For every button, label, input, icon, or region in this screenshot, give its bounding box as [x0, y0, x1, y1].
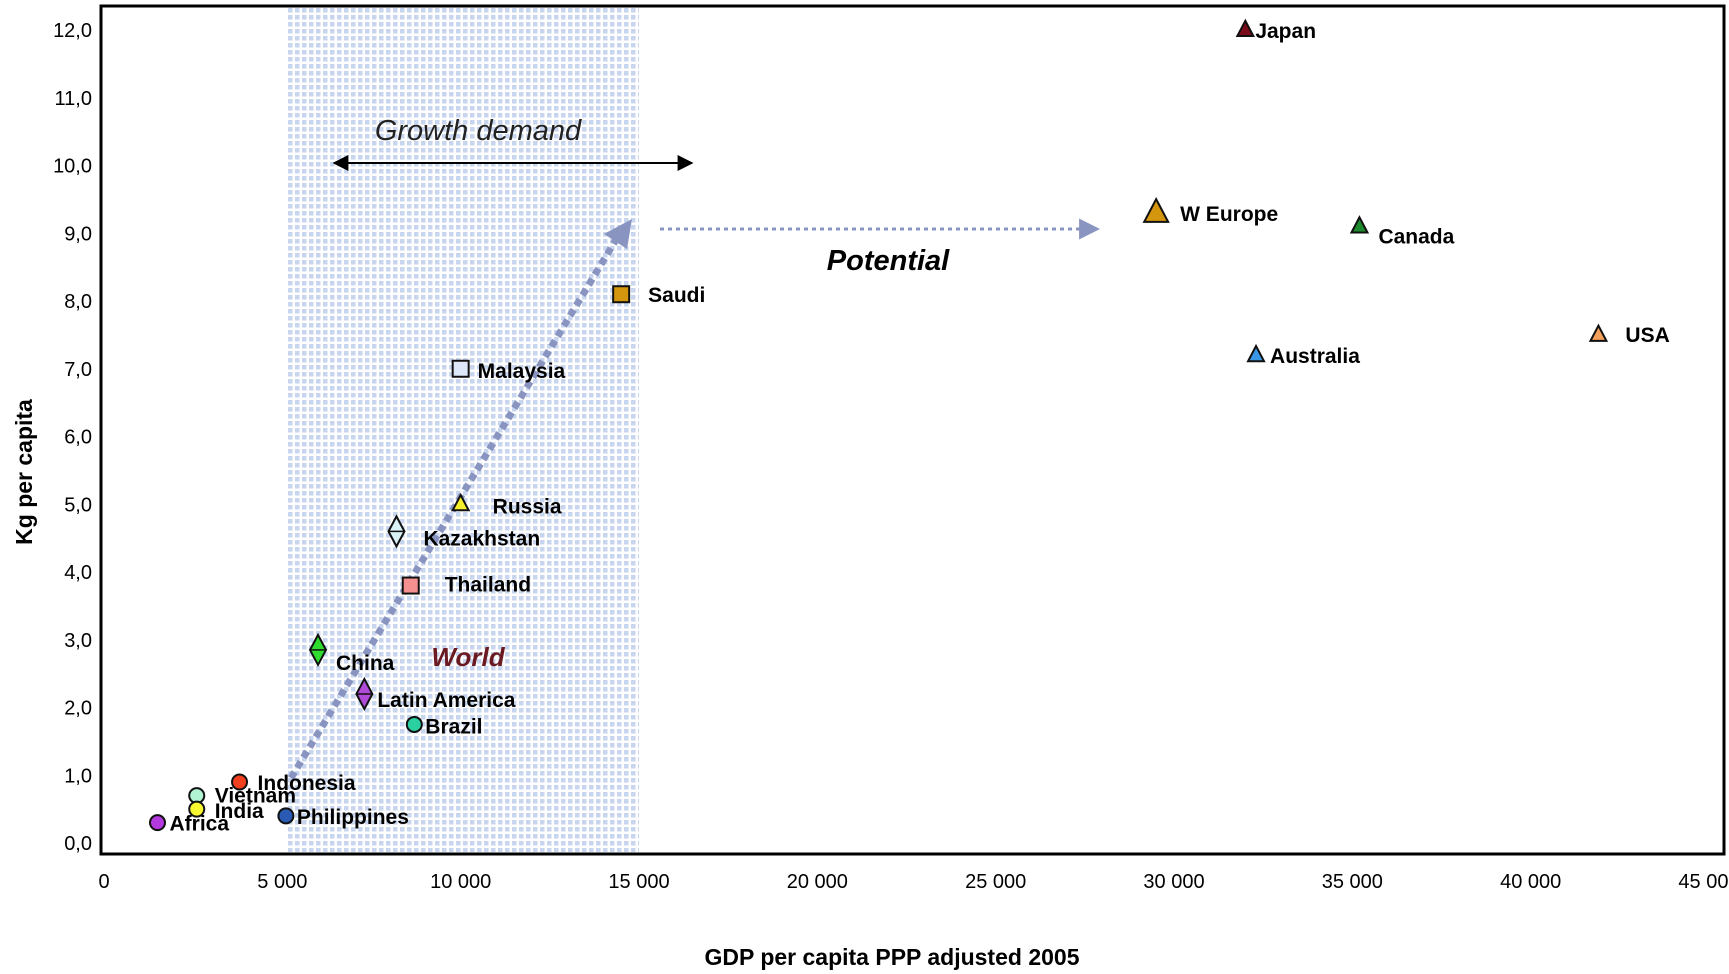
point-label-saudi: Saudi — [648, 284, 705, 307]
y-tick-label: 3,0 — [64, 630, 92, 652]
x-tick-label: 40 000 — [1500, 871, 1561, 893]
x-tick-label: 45 000 — [1678, 871, 1729, 893]
x-tick-label: 20 000 — [787, 871, 848, 893]
point-label-canada: Canada — [1378, 225, 1454, 248]
point-label-usa: USA — [1625, 324, 1669, 347]
point-australia — [1246, 343, 1266, 363]
y-tick-label: 9,0 — [64, 223, 92, 245]
y-tick-label: 1,0 — [64, 765, 92, 787]
point-label-malaysia: Malaysia — [478, 360, 566, 383]
point-malaysia — [451, 359, 470, 378]
growth-band — [285, 8, 639, 852]
y-tick-label: 4,0 — [64, 562, 92, 584]
point-label-russia: Russia — [493, 495, 562, 518]
y-tick-label: 6,0 — [64, 427, 92, 449]
point-label-brazil: Brazil — [425, 715, 482, 738]
y-tick-label: 0,0 — [64, 833, 92, 855]
trend-arrowhead — [604, 219, 632, 249]
point-canada — [1349, 215, 1370, 234]
y-axis-ticks: 0,0 1,0 2,0 3,0 4,0 5,0 6,0 7,0 8,0 9,0 10,0 11,0 12… — [53, 20, 92, 855]
x-tick-label: 10 000 — [430, 871, 491, 893]
y-tick-label: 11,0 — [55, 88, 92, 110]
x-tick-label: 25 000 — [965, 871, 1026, 893]
data-points — [149, 18, 1609, 832]
y-axis-title: Kg per capita — [11, 399, 37, 545]
growth-band-fill — [285, 8, 639, 852]
point-brazil — [405, 715, 423, 733]
point-label-china: China — [336, 652, 395, 675]
point-label-australia: Australia — [1270, 345, 1360, 368]
x-axis-title: GDP per capita PPP adjusted 2005 — [705, 944, 1080, 970]
point-usa — [1588, 323, 1609, 342]
y-tick-label: 12,0 — [53, 20, 92, 42]
point-labels: Japan W Europe Canada USA Australia Saudi Mala… — [170, 20, 1670, 836]
y-tick-label: 2,0 — [64, 698, 92, 720]
point-russia — [451, 492, 471, 512]
x-axis-ticks: 0 5 000 10 000 15 000 20 000 25 000 30 000 35 0… — [98, 871, 1729, 893]
x-tick-label: 30 000 — [1143, 871, 1204, 893]
point-saudi — [612, 285, 631, 304]
x-tick-label: 35 000 — [1322, 871, 1383, 893]
x-tick-label: 5 000 — [257, 871, 307, 893]
world-label: World — [431, 642, 505, 672]
point-label-philippines: Philippines — [297, 806, 409, 829]
point-label-kazakhstan: Kazakhstan — [423, 527, 540, 550]
y-tick-label: 8,0 — [64, 291, 92, 313]
point-indonesia — [231, 773, 249, 791]
plot-frame — [99, 4, 1726, 856]
point-label-vietnam: Vietnam — [215, 785, 296, 808]
potential-label: Potential — [827, 245, 950, 277]
point-label-india: India — [215, 800, 264, 823]
y-tick-label: 10,0 — [53, 156, 92, 178]
point-label-japan: Japan — [1255, 20, 1316, 43]
point-label-africa: Africa — [170, 813, 230, 836]
point-india — [188, 800, 206, 818]
x-tick-label: 0 — [98, 871, 109, 893]
point-label-latin-america: Latin America — [377, 689, 515, 712]
growth-demand-label: Growth demand — [375, 115, 582, 147]
point-label-w-europe: W Europe — [1180, 203, 1278, 226]
point-japan — [1235, 18, 1255, 37]
point-w-europe — [1142, 196, 1170, 223]
point-label-thailand: Thailand — [445, 574, 531, 597]
y-tick-label: 5,0 — [64, 494, 92, 516]
point-label-indonesia: Indonesia — [258, 772, 356, 795]
y-tick-label: 7,0 — [64, 359, 92, 381]
point-africa — [149, 814, 166, 832]
point-thailand — [401, 576, 420, 595]
point-philippines — [277, 807, 295, 825]
x-tick-label: 15 000 — [608, 871, 669, 893]
